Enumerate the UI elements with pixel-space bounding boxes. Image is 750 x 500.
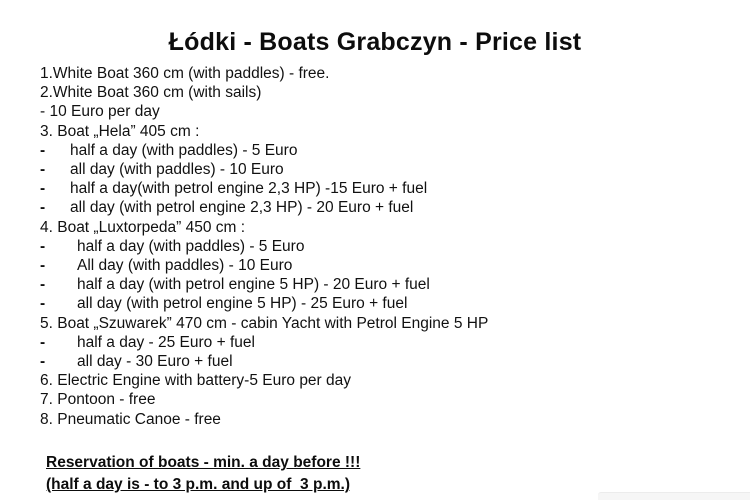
item-text: half a day (with paddles) - 5 Euro [70, 141, 298, 159]
dash-bullet: - [40, 295, 46, 313]
price-line-8: 8. Pneumatic Canoe - free [40, 410, 221, 428]
section-3-heading: 3. Boat „Hela” 405 cm : [40, 122, 200, 140]
item-text: all day - 30 Euro + fuel [77, 353, 233, 371]
price-line-7: 7. Pontoon - free [40, 391, 156, 409]
bottom-right-panel-edge [598, 492, 750, 500]
dash-bullet: - [40, 257, 46, 275]
price-line-6: 6. Electric Engine with battery-5 Euro p… [40, 372, 352, 390]
section-3-item: - all day (with paddles) - 10 Euro [40, 160, 750, 179]
item-text: all day (with petrol engine 5 HP) - 25 E… [77, 295, 408, 313]
section-4-item: - all day (with petrol engine 5 HP) - 25 … [40, 294, 750, 313]
section-3-item: - half a day(with petrol engine 2,3 HP) -… [40, 179, 750, 198]
dash-bullet: - [40, 199, 46, 217]
section-4-item: - half a day (with paddles) - 5 Euro [40, 237, 750, 256]
price-line-1: 1.White Boat 360 cm (with paddles) - fre… [40, 65, 330, 82]
section-4-item: - All day (with paddles) - 10 Euro [40, 256, 750, 275]
price-line-2-price: - 10 Euro per day [40, 103, 160, 121]
section-5-item: - all day - 30 Euro + fuel [40, 352, 750, 371]
item-text: all day (with paddles) - 10 Euro [70, 161, 284, 179]
section-5-item: - half a day - 25 Euro + fuel [40, 333, 750, 352]
item-text: half a day (with petrol engine 5 HP) - 2… [77, 276, 430, 294]
dash-bullet: - [40, 333, 46, 351]
dash-bullet: - [40, 237, 46, 255]
reservation-note: Reservation of boats - min. a day before… [0, 452, 750, 496]
item-text: half a day - 25 Euro + fuel [77, 333, 255, 351]
dash-bullet: - [40, 276, 46, 294]
item-text: half a day (with paddles) - 5 Euro [77, 237, 305, 255]
reservation-note-line-2: (half a day is - to 3 p.m. and up of 3 p… [46, 475, 350, 493]
section-3-item: - all day (with petrol engine 2,3 HP) - 2… [40, 198, 750, 217]
page-title: Łódki - Boats Grabczyn - Price list [168, 28, 582, 56]
item-text: All day (with paddles) - 10 Euro [77, 257, 293, 275]
section-3-item: - half a day (with paddles) - 5 Euro [40, 141, 750, 160]
item-text: all day (with petrol engine 2,3 HP) - 20… [70, 199, 414, 217]
item-text: half a day(with petrol engine 2,3 HP) -1… [70, 180, 428, 198]
dash-bullet: - [40, 353, 46, 371]
reservation-note-line-1: Reservation of boats - min. a day before… [46, 453, 361, 471]
dash-bullet: - [40, 141, 46, 159]
dash-bullet: - [40, 161, 46, 179]
price-line-2: 2.White Boat 360 cm (with sails) [40, 84, 262, 102]
section-4-item: - half a day (with petrol engine 5 HP) - … [40, 275, 750, 294]
section-4-heading: 4. Boat „Luxtorpeda” 450 cm : [40, 218, 246, 236]
price-list: 1.White Boat 360 cm (with paddles) - fre… [0, 64, 750, 429]
dash-bullet: - [40, 180, 46, 198]
section-5-heading: 5. Boat „Szuwarek” 470 cm - cabin Yacht … [40, 314, 489, 332]
